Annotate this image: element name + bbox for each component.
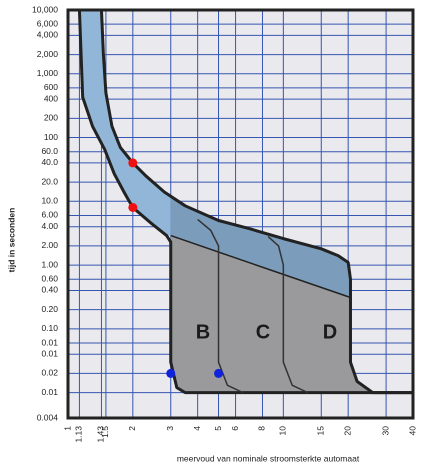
x-tick-label: 1.5 [100, 426, 110, 438]
region-label: B [196, 321, 210, 343]
point [128, 158, 138, 168]
y-tick-label: 1.00 [41, 259, 58, 269]
y-tick-label: 600 [44, 82, 58, 92]
x-axis-label: meervoud van nominale stroomsterkte auto… [177, 453, 360, 463]
y-tick-label: 6.00 [41, 210, 58, 220]
x-tick-label: 30 [380, 426, 390, 436]
x-tick-label: 1.13 [74, 426, 84, 443]
point [214, 368, 224, 378]
y-tick-label: 10,000 [32, 4, 58, 14]
x-tick-label: 8 [257, 426, 267, 431]
y-tick-label: 0.01 [41, 348, 58, 358]
x-tick-label: 10 [278, 426, 288, 436]
x-tick-label: 3 [165, 426, 175, 431]
y-tick-label: 1,000 [37, 68, 59, 78]
y-tick-label: 0.40 [41, 285, 58, 295]
x-tick-label: 4 [192, 426, 202, 431]
y-tick-label: 0.60 [41, 273, 58, 283]
x-tick-label: 2 [127, 426, 137, 431]
curve [77, 9, 413, 395]
y-tick-label: 400 [44, 93, 58, 103]
x-tick-label: 20 [342, 426, 352, 436]
curve [197, 218, 244, 394]
y-tick-label: 60.0 [41, 146, 58, 156]
region-label: C [256, 321, 270, 343]
point [128, 202, 138, 212]
y-tick-label: 200 [44, 113, 58, 123]
y-axis-label: tijd in seconden [6, 208, 16, 273]
region [170, 235, 413, 395]
y-tick-label: 0.20 [41, 304, 58, 314]
y-tick-label: 0.10 [41, 323, 58, 333]
x-tick-label: 1 [62, 426, 72, 431]
curve [170, 234, 351, 299]
y-tick-label: 0.01 [41, 387, 58, 397]
plot-frame [66, 8, 415, 420]
x-tick-label: 40 [407, 426, 417, 436]
region-label: D [323, 321, 337, 343]
curve [267, 236, 309, 394]
y-tick-label: 4,000 [37, 30, 59, 40]
y-tick-label: 0.004 [37, 412, 59, 422]
y-tick-label: 4.00 [41, 221, 58, 231]
y-tick-label: 20.0 [41, 176, 58, 186]
y-tick-label: 40.0 [41, 157, 58, 167]
x-tick-label: 1.43 [96, 426, 106, 443]
x-tick-label: 6 [230, 426, 240, 431]
point [166, 368, 176, 378]
y-tick-label: 2.00 [41, 240, 58, 250]
region [170, 196, 351, 298]
y-tick-label: 6,000 [37, 18, 59, 28]
y-tick-label: 0.01 [41, 337, 58, 347]
x-tick-label: 5 [213, 426, 223, 431]
x-tick-label: 15 [316, 426, 326, 436]
y-tick-label: 100 [44, 132, 58, 142]
y-tick-label: 0.02 [41, 368, 58, 378]
curve [99, 9, 413, 395]
y-tick-label: 10.0 [41, 196, 58, 206]
y-tick-label: 2,000 [37, 49, 59, 59]
